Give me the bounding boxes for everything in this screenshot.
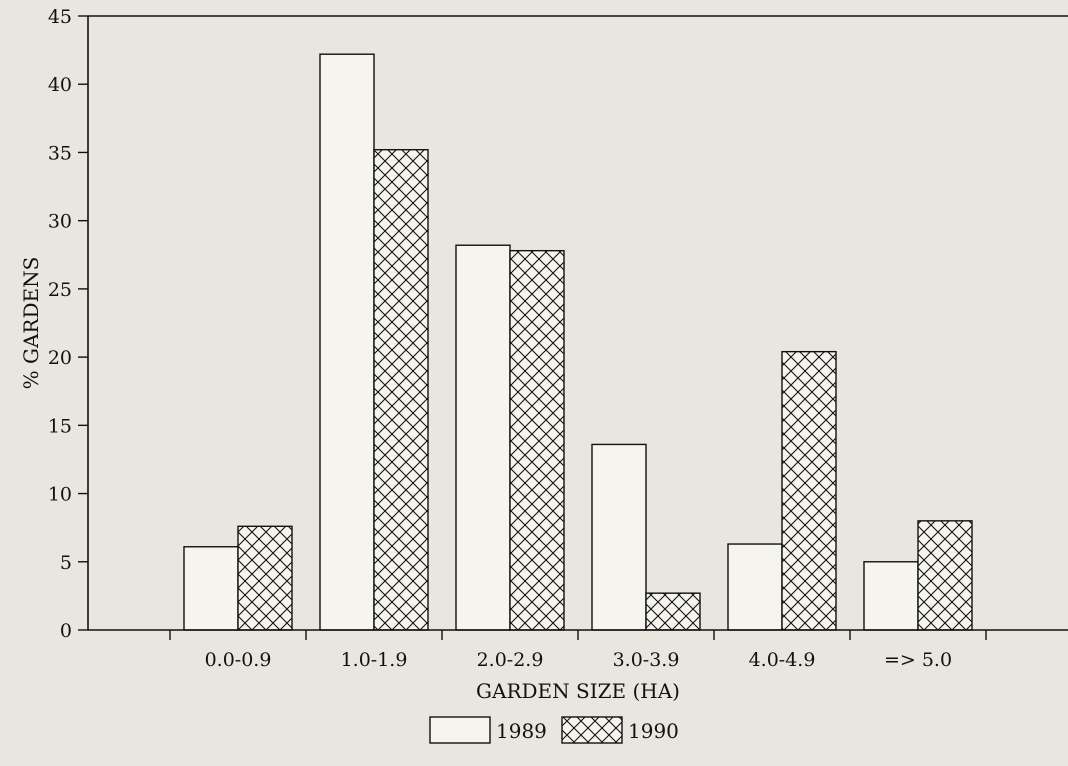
y-tick-label-40: 40 — [48, 74, 72, 96]
x-category-label-4.0-4.9: 4.0-4.9 — [749, 649, 816, 671]
bar-1990-3.0-3.9 — [645, 592, 701, 631]
legend-label-1990: 1990 — [628, 719, 679, 743]
bar-1989-=> 5.0 — [863, 561, 919, 631]
bar-1989-0.0-0.9 — [183, 546, 239, 631]
bar-1989-3.0-3.9 — [591, 443, 647, 631]
bar-1989-4.0-4.9 — [727, 543, 783, 631]
x-category-label-3.0-3.9: 3.0-3.9 — [613, 649, 680, 671]
bar-1989-1.0-1.9 — [319, 53, 375, 631]
x-axis-title: GARDEN SIZE (HA) — [476, 679, 680, 703]
legend-swatch-1990 — [561, 716, 623, 744]
y-tick-label-45: 45 — [48, 6, 72, 28]
legend-label-1989: 1989 — [496, 719, 547, 743]
x-category-label-2.0-2.9: 2.0-2.9 — [477, 649, 544, 671]
legend-swatch-1989 — [429, 716, 491, 744]
bars — [183, 53, 973, 631]
bar-1990-1.0-1.9 — [373, 149, 429, 631]
y-tick-label-15: 15 — [48, 415, 72, 437]
bar-1990-2.0-2.9 — [509, 249, 565, 631]
bar-1990-0.0-0.9 — [237, 525, 293, 631]
y-tick-label-30: 30 — [48, 211, 72, 233]
bar-1989-2.0-2.9 — [455, 244, 511, 631]
legend: 1989 1990 — [429, 716, 679, 744]
bar-1990-=> 5.0 — [917, 520, 973, 631]
y-tick-label-25: 25 — [48, 279, 72, 301]
y-tick-label-0: 0 — [60, 620, 72, 642]
y-tick-label-10: 10 — [48, 484, 72, 506]
y-tick-label-20: 20 — [48, 347, 72, 369]
y-tick-label-35: 35 — [48, 142, 72, 164]
y-ticks: 0 5 10 15 20 25 30 35 40 45 — [48, 6, 88, 642]
x-category-label-=> 5.0: => 5.0 — [884, 649, 952, 671]
bar-1990-4.0-4.9 — [781, 350, 837, 631]
x-category-labels: 0.0-0.9 1.0-1.9 2.0-2.9 3.0-3.9 4.0-4.9 => 5.… — [169, 630, 987, 671]
y-axis-title: % GARDENS — [19, 257, 43, 390]
y-tick-label-5: 5 — [60, 552, 72, 574]
x-category-label-0.0-0.9: 0.0-0.9 — [205, 649, 272, 671]
x-category-label-1.0-1.9: 1.0-1.9 — [341, 649, 408, 671]
